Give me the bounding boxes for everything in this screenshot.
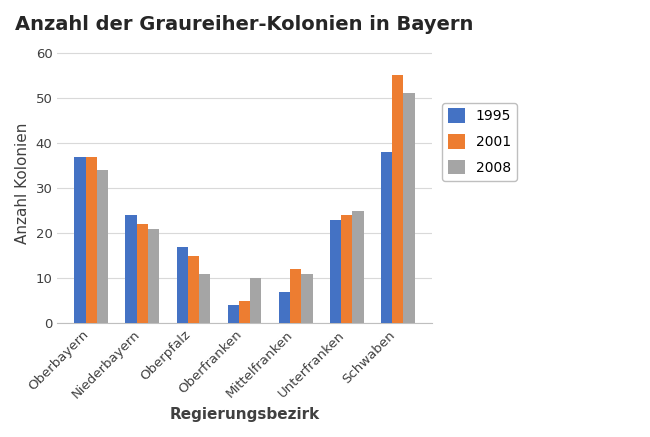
Bar bbox=[239, 301, 250, 323]
Bar bbox=[404, 94, 415, 323]
Legend: 1995, 2001, 2008: 1995, 2001, 2008 bbox=[443, 103, 517, 180]
Y-axis label: Anzahl Kolonien: Anzahl Kolonien bbox=[15, 123, 30, 244]
Bar bbox=[148, 229, 159, 323]
Bar bbox=[330, 220, 341, 323]
Bar bbox=[188, 256, 199, 323]
Bar bbox=[199, 274, 211, 323]
Bar bbox=[177, 247, 188, 323]
Bar bbox=[74, 156, 86, 323]
X-axis label: Regierungsbezirk: Regierungsbezirk bbox=[170, 407, 320, 422]
Bar bbox=[279, 292, 290, 323]
Title: Anzahl der Graureiher-Kolonien in Bayern: Anzahl der Graureiher-Kolonien in Bayern bbox=[16, 15, 474, 34]
Bar bbox=[227, 305, 239, 323]
Bar bbox=[136, 224, 148, 323]
Bar bbox=[352, 211, 363, 323]
Bar bbox=[301, 274, 313, 323]
Bar bbox=[341, 215, 352, 323]
Bar bbox=[97, 170, 108, 323]
Bar bbox=[392, 76, 404, 323]
Bar bbox=[250, 278, 261, 323]
Bar bbox=[290, 269, 301, 323]
Bar bbox=[125, 215, 136, 323]
Bar bbox=[381, 152, 392, 323]
Bar bbox=[86, 156, 97, 323]
